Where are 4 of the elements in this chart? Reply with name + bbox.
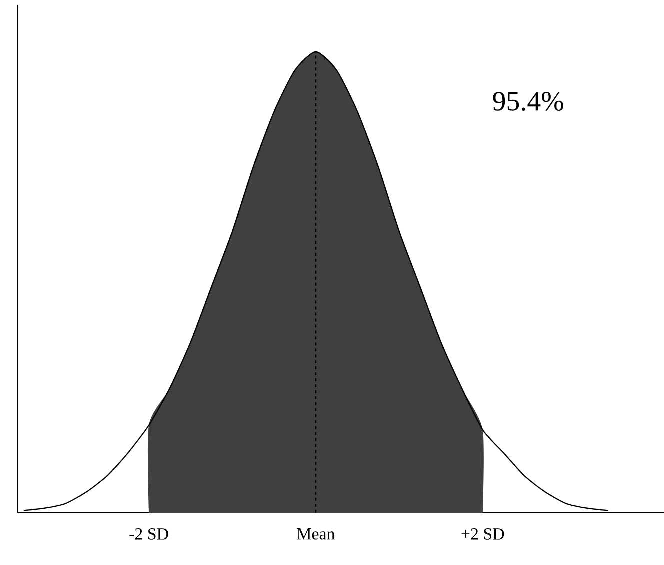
x-tick-label: +2 SD: [462, 528, 504, 540]
x-tick-label: Mean: [297, 528, 335, 540]
x-tick-label: -2 SD: [130, 528, 168, 540]
annotation: 95.4%: [493, 92, 564, 111]
